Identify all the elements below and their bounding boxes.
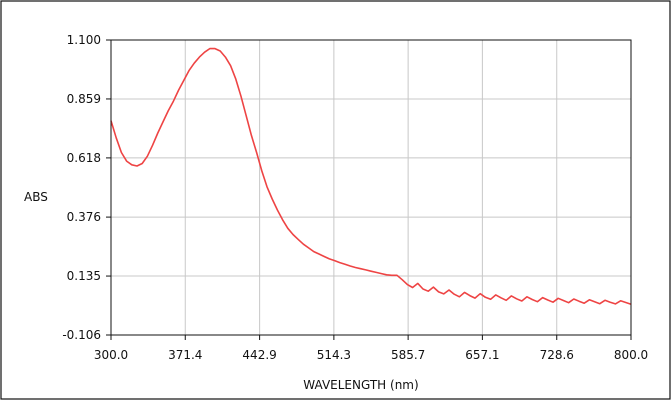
- series-layer: [110, 47, 632, 305]
- y-tick-label: 0.135: [67, 269, 101, 283]
- y-tick-label: 1.100: [67, 33, 101, 47]
- x-tick-label: 800.0: [614, 348, 648, 362]
- x-tick-label: 442.9: [242, 348, 276, 362]
- x-axis-ticks: 300.0 371.4 442.9 514.3 585.7 657.1 728.6 800.0: [94, 335, 648, 362]
- x-tick-label: 300.0: [94, 348, 128, 362]
- y-tick-label: 0.376: [67, 210, 101, 224]
- y-axis-label: ABS: [24, 190, 48, 204]
- plot-area-border: [110, 39, 632, 336]
- absorbance-series-line: [110, 47, 632, 305]
- y-tick-label: 0.618: [67, 151, 101, 165]
- x-tick-label: 585.7: [391, 348, 425, 362]
- x-tick-label: 514.3: [317, 348, 351, 362]
- x-axis-label: WAVELENGTH (nm): [303, 378, 418, 392]
- y-tick-label: 0.859: [67, 92, 101, 106]
- y-axis-ticks: 1.100 0.859 0.618 0.376 0.135 -0.106: [62, 33, 111, 342]
- grid: [111, 40, 631, 335]
- x-tick-label: 728.6: [540, 348, 574, 362]
- x-tick-label: 657.1: [465, 348, 499, 362]
- y-tick-label: -0.106: [62, 328, 101, 342]
- x-tick-label: 371.4: [168, 348, 202, 362]
